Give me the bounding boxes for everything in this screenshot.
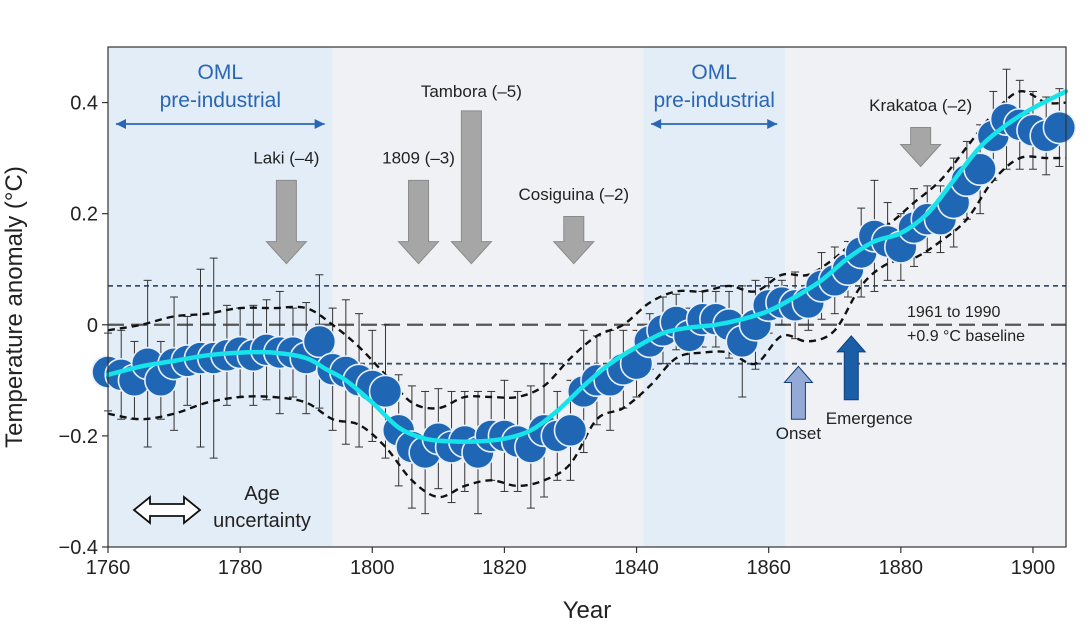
oml-arrowhead-right — [767, 119, 778, 129]
data-point — [1042, 110, 1077, 145]
volcano-label: Tambora (–5) — [421, 82, 522, 101]
axes: 1760 1780 1800 1820 1840 1860 1880 1900 −0.4 −0.2… — [1, 46, 1067, 624]
y-axis-title: Temperature anomaly (°C) — [1, 166, 28, 448]
oml-label-line2: pre-industrial — [653, 89, 774, 112]
x-tick-label: 1760 — [86, 557, 131, 579]
emergence-label: Emergence — [826, 409, 913, 428]
age-uncertainty-label-line2: uncertainty — [213, 510, 311, 532]
plot-frame — [107, 46, 1067, 548]
data-point — [553, 413, 588, 448]
y-tick-label: −0.2 — [59, 426, 98, 448]
oml-label-line1: OML — [198, 61, 244, 84]
x-axis-title: Year — [563, 597, 612, 624]
oml-arrowhead-right — [314, 119, 325, 129]
bound-lines — [107, 90, 1067, 499]
emergence-arrow — [836, 335, 867, 401]
volcano-arrow — [397, 179, 440, 265]
onset-label: Onset — [776, 424, 822, 443]
smooth-trend-line — [105, 89, 1069, 445]
x-tick-label: 1780 — [218, 557, 263, 579]
x-tick-label: 1860 — [746, 557, 791, 579]
data-point — [368, 374, 403, 409]
upper-bound-line — [107, 90, 1067, 410]
volcano-arrow — [265, 179, 308, 265]
smooth-trend — [105, 89, 1069, 445]
data-point — [302, 324, 337, 359]
volcano-arrow — [552, 215, 595, 265]
x-tick-label: 1880 — [879, 557, 924, 579]
volcano-label: Cosiguina (–2) — [519, 185, 630, 204]
volcano-label: Laki (–4) — [253, 149, 319, 168]
y-tick-label: 0.2 — [70, 204, 98, 226]
volcano-arrow — [899, 127, 942, 168]
baseline-lines — [108, 284, 1066, 365]
oml-arrowhead-left — [651, 119, 662, 129]
baseline-label-line2: +0.9 °C baseline — [907, 328, 1025, 345]
y-tick-label: −0.4 — [59, 537, 98, 559]
baseline-label-line1: 1961 to 1990 — [907, 304, 1001, 321]
x-tick-label: 1820 — [482, 557, 527, 579]
lower-bound-line — [107, 155, 1066, 499]
middle-region — [332, 47, 644, 547]
x-tick-label: 1900 — [1011, 557, 1056, 579]
x-tick-label: 1840 — [614, 557, 659, 579]
y-tick-label: 0 — [87, 315, 98, 337]
onset-arrow — [783, 365, 814, 420]
x-tick-label: 1800 — [350, 557, 395, 579]
shaded-regions — [108, 47, 1066, 547]
oml-arrowhead-left — [116, 119, 126, 129]
volcano-label: Krakatoa (–2) — [869, 96, 972, 115]
oml-label-line1: OML — [691, 61, 737, 84]
annotations: OML pre-industrial OML pre-industrial Laki (… — [116, 61, 1025, 532]
age-uncertainty-label-line1: Age — [244, 483, 280, 505]
volcano-arrow — [450, 110, 493, 265]
oml-label-line2: pre-industrial — [160, 89, 281, 112]
age-uncertainty-arrow — [132, 495, 202, 525]
y-tick-label: 0.4 — [70, 93, 98, 115]
oml-region-1 — [108, 47, 333, 547]
volcano-label: 1809 (–3) — [382, 149, 455, 168]
